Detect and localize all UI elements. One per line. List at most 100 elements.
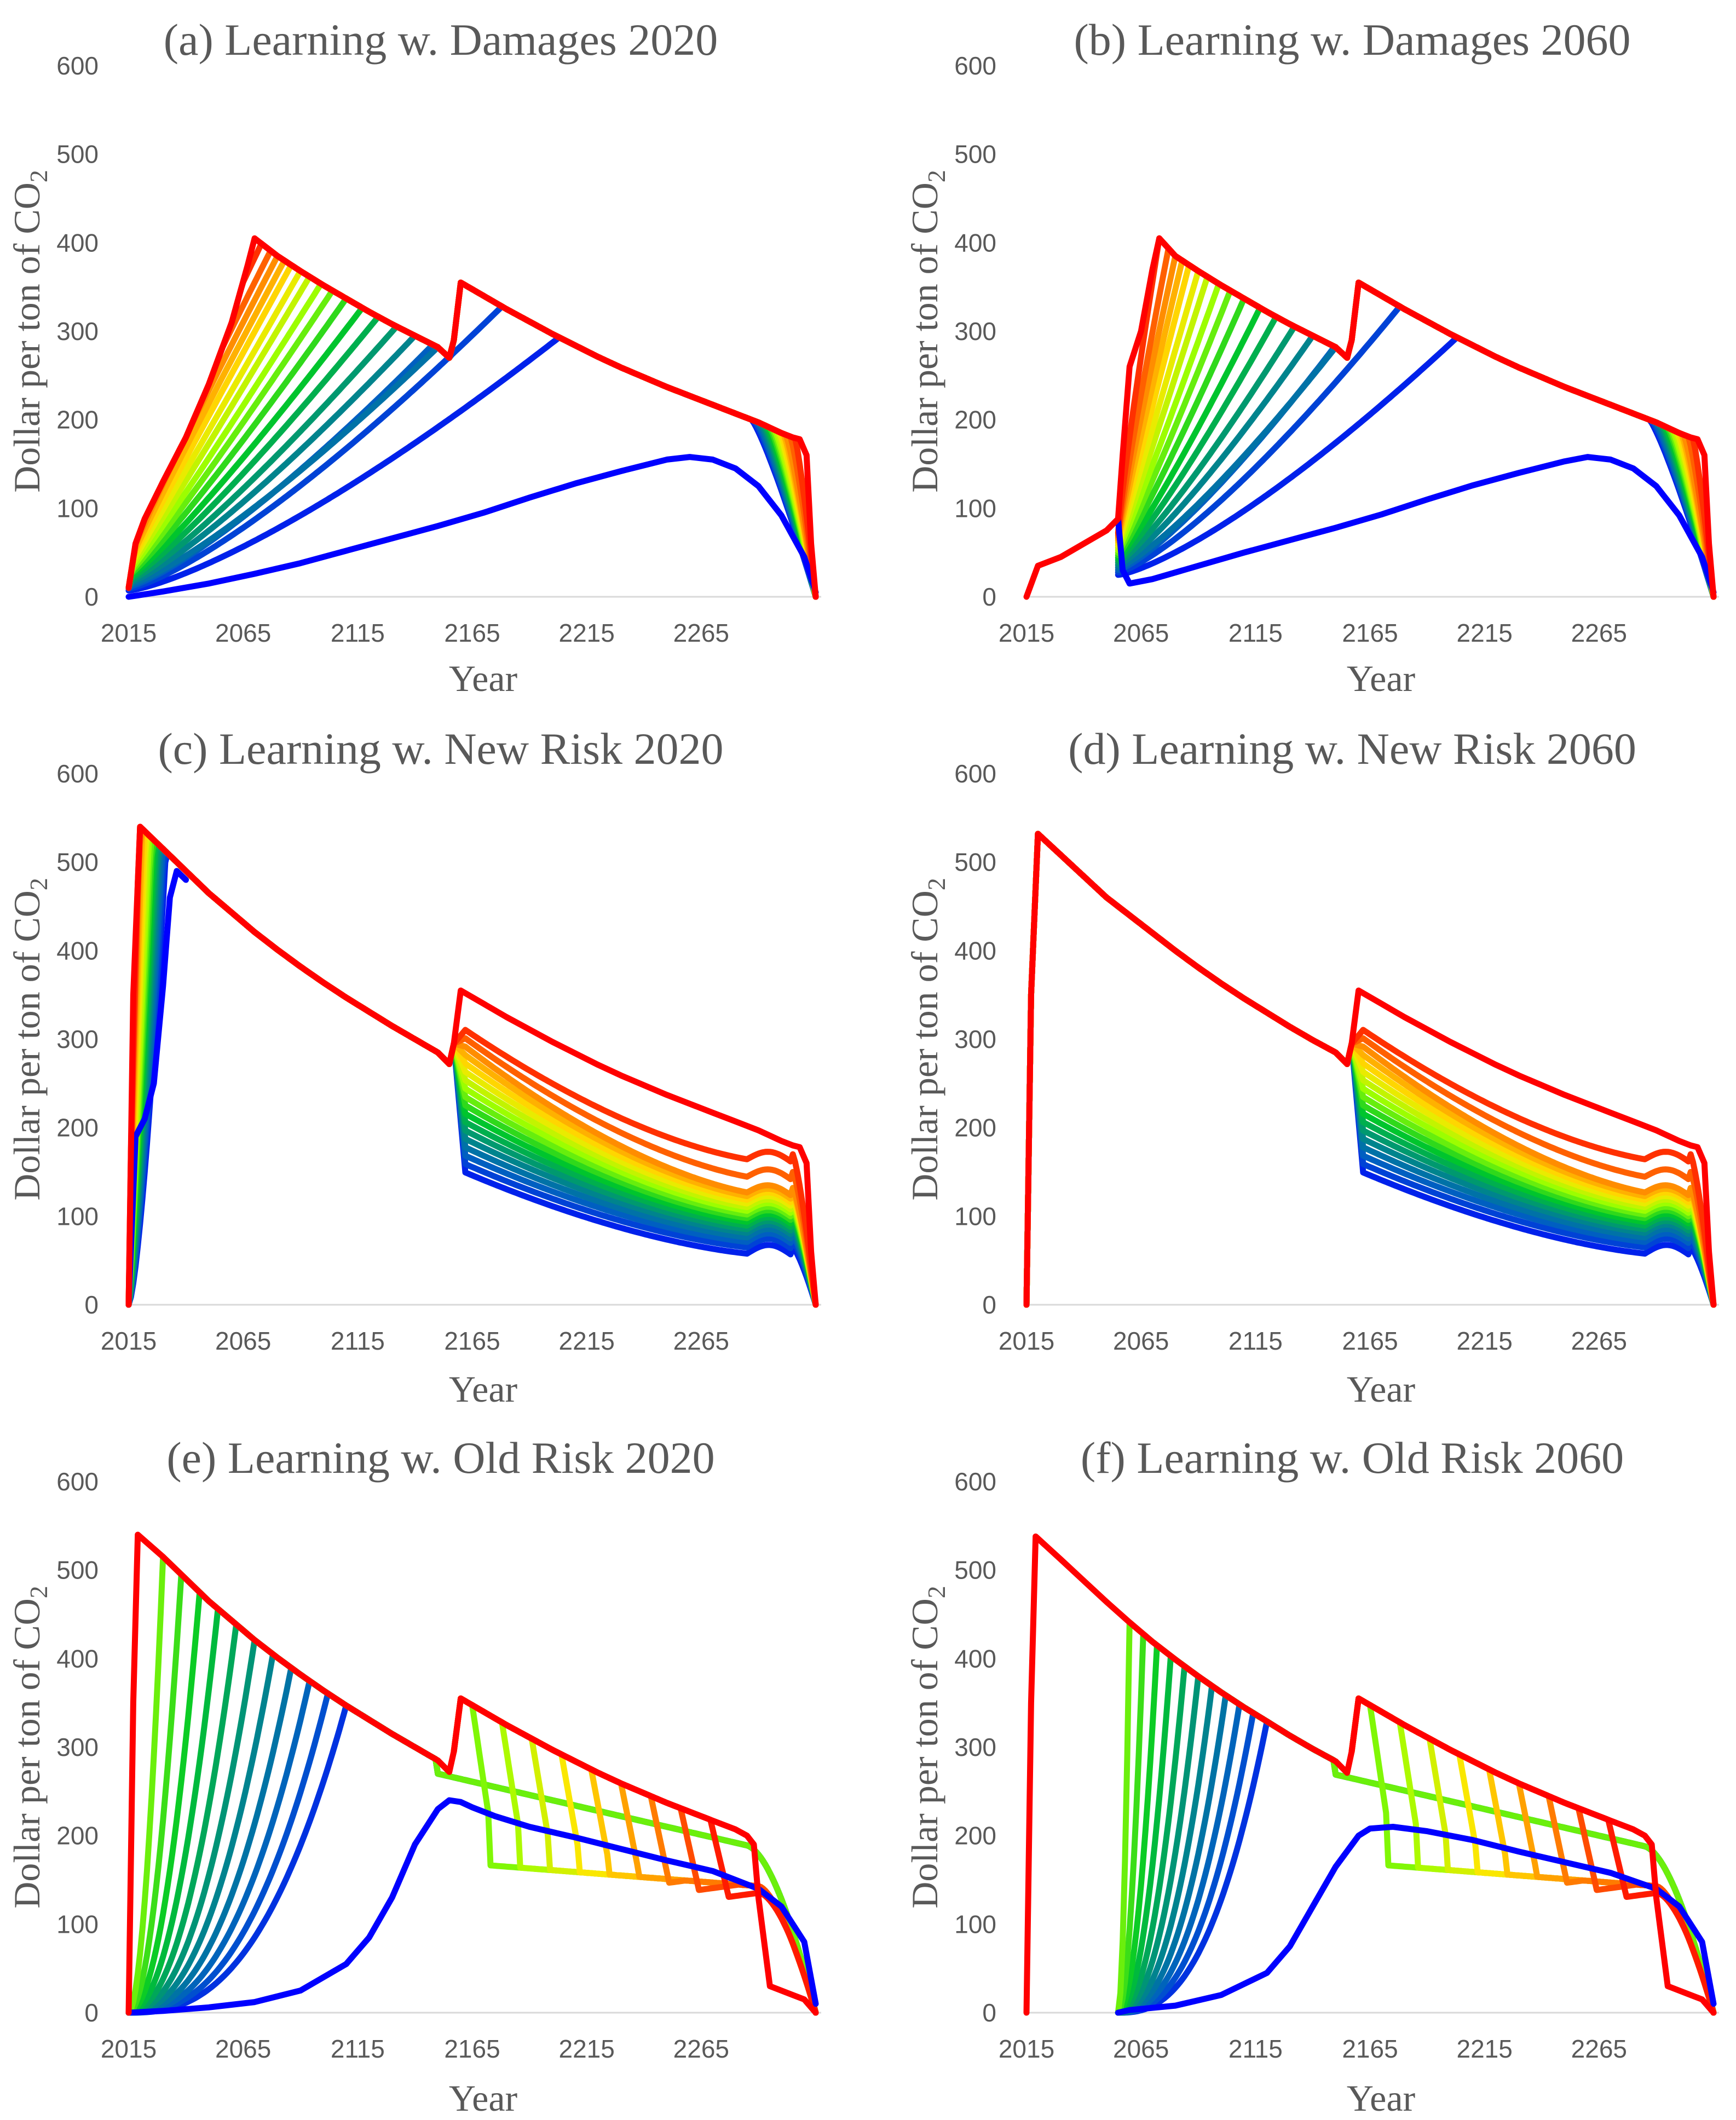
chart-d-xlabel: Year bbox=[1347, 1368, 1416, 1410]
chart-e-ylabel-main: Dollar per ton of CO bbox=[6, 1598, 48, 1909]
chart-e-ylabel: Dollar per ton of CO2 bbox=[6, 1586, 53, 1909]
chart-a-xtick: 2165 bbox=[444, 619, 500, 647]
chart-c-ytick: 200 bbox=[56, 1114, 99, 1142]
chart-d-ylabel-sub: 2 bbox=[922, 878, 950, 890]
chart-a: (a) Learning w. Damages 2020 0 100 200 300 40… bbox=[6, 15, 821, 699]
chart-c-xtick: 2015 bbox=[101, 1327, 157, 1355]
chart-d-xtick: 2065 bbox=[1113, 1327, 1169, 1355]
chart-b-xtick: 2215 bbox=[1456, 619, 1512, 647]
chart-b-series-line bbox=[1115, 454, 1717, 596]
chart-f-xtick: 2115 bbox=[1229, 2035, 1283, 2063]
chart-a-ytick: 100 bbox=[56, 494, 99, 522]
chart-a-ylabel-sub: 2 bbox=[25, 170, 53, 182]
chart-c-xtick: 2215 bbox=[558, 1327, 614, 1355]
chart-d-ytick: 200 bbox=[954, 1114, 996, 1142]
chart-c-xtick: 2265 bbox=[673, 1327, 729, 1355]
chart-d-ytick: 100 bbox=[954, 1202, 996, 1230]
chart-b-ytick: 400 bbox=[954, 228, 996, 257]
chart-e-xlabel: Year bbox=[449, 2077, 518, 2119]
chart-a-series-line bbox=[125, 235, 819, 600]
chart-c-xtick: 2065 bbox=[215, 1327, 271, 1355]
chart-e: (e) Learning w. Old Risk 2020 0 100 200 300 4… bbox=[6, 1433, 821, 2119]
chart-a-title: (a) Learning w. Damages 2020 bbox=[164, 15, 718, 65]
chart-d-title: (d) Learning w. New Risk 2060 bbox=[1068, 724, 1636, 774]
chart-d-xtick: 2215 bbox=[1456, 1327, 1512, 1355]
chart-b-plot-area bbox=[1023, 235, 1717, 600]
chart-d-ytick: 600 bbox=[954, 759, 996, 788]
chart-e-ytick: 200 bbox=[56, 1822, 99, 1850]
chart-f-ytick: 100 bbox=[954, 1910, 996, 1938]
chart-a-xtick: 2015 bbox=[101, 619, 157, 647]
chart-e-xtick: 2165 bbox=[444, 2035, 500, 2063]
chart-f-plot-area bbox=[1023, 1533, 1717, 2016]
chart-a-xtick: 2215 bbox=[558, 619, 614, 647]
chart-c-ytick: 400 bbox=[56, 936, 99, 965]
chart-e-xtick: 2065 bbox=[215, 2035, 271, 2063]
chart-b-ylabel-sub: 2 bbox=[922, 170, 950, 182]
chart-f: (f) Learning w. Old Risk 2060 0 100 200 300 4… bbox=[904, 1433, 1719, 2119]
chart-c-ylabel-main: Dollar per ton of CO bbox=[6, 890, 48, 1201]
chart-d-plot-area bbox=[1023, 831, 1717, 1308]
chart-a-ylabel-main: Dollar per ton of CO bbox=[6, 182, 48, 493]
chart-d-ytick: 0 bbox=[982, 1291, 996, 1319]
chart-c-ytick: 300 bbox=[56, 1025, 99, 1053]
chart-c-series-line bbox=[125, 868, 189, 1308]
chart-c-ytick: 0 bbox=[84, 1291, 99, 1319]
chart-a-ytick: 600 bbox=[56, 51, 99, 80]
chart-a-ytick: 400 bbox=[56, 228, 99, 257]
chart-c-ytick: 100 bbox=[56, 1202, 99, 1230]
chart-e-series-line bbox=[125, 1797, 819, 2016]
chart-e-ytick: 300 bbox=[56, 1733, 99, 1761]
chart-f-ytick: 0 bbox=[982, 1998, 996, 2027]
chart-e-title: (e) Learning w. Old Risk 2020 bbox=[166, 1433, 714, 1483]
chart-b-ytick: 0 bbox=[982, 583, 996, 611]
chart-d-xtick: 2265 bbox=[1571, 1327, 1627, 1355]
chart-e-xtick: 2265 bbox=[673, 2035, 729, 2063]
chart-c-xlabel: Year bbox=[449, 1368, 518, 1410]
chart-f-xtick: 2165 bbox=[1342, 2035, 1398, 2063]
chart-f-xtick: 2265 bbox=[1571, 2035, 1627, 2063]
chart-b-xlabel: Year bbox=[1347, 658, 1416, 699]
chart-c: (c) Learning w. New Risk 2020 0 100 200 300 4… bbox=[6, 724, 821, 1410]
chart-d-ylabel-main: Dollar per ton of CO bbox=[904, 890, 945, 1201]
chart-f-ytick: 200 bbox=[954, 1822, 996, 1850]
chart-e-ytick: 600 bbox=[56, 1467, 99, 1496]
chart-b-ylabel-main: Dollar per ton of CO bbox=[904, 182, 945, 493]
chart-f-ylabel-main: Dollar per ton of CO bbox=[904, 1598, 945, 1909]
chart-f-series-line bbox=[1115, 1824, 1717, 2016]
chart-a-series-line bbox=[125, 454, 819, 600]
chart-a-ytick: 500 bbox=[56, 140, 99, 169]
chart-f-ytick: 600 bbox=[954, 1467, 996, 1496]
chart-a-ytick: 0 bbox=[84, 583, 99, 611]
chart-b: (b) Learning w. Damages 2060 0 100 200 300 40… bbox=[904, 15, 1719, 699]
chart-d-xtick: 2015 bbox=[999, 1327, 1054, 1355]
chart-a-xtick: 2115 bbox=[331, 619, 385, 647]
chart-f-ytick: 300 bbox=[954, 1733, 996, 1761]
chart-f-ylabel: Dollar per ton of CO2 bbox=[904, 1586, 950, 1909]
chart-c-xtick: 2115 bbox=[331, 1327, 385, 1355]
chart-b-xtick: 2165 bbox=[1342, 619, 1398, 647]
chart-f-series-line bbox=[1023, 1533, 1717, 2016]
chart-e-ytick: 100 bbox=[56, 1910, 99, 1938]
chart-d-xtick: 2115 bbox=[1229, 1327, 1283, 1355]
chart-b-ytick: 100 bbox=[954, 494, 996, 522]
chart-b-ytick: 600 bbox=[954, 51, 996, 80]
chart-e-ytick: 500 bbox=[56, 1556, 99, 1585]
chart-b-xtick: 2115 bbox=[1229, 619, 1283, 647]
chart-a-plot-area bbox=[125, 235, 819, 600]
chart-c-plot-area bbox=[125, 823, 819, 1308]
chart-d-ytick: 300 bbox=[954, 1025, 996, 1053]
chart-a-xtick: 2265 bbox=[673, 619, 729, 647]
chart-b-ylabel: Dollar per ton of CO2 bbox=[904, 170, 950, 493]
chart-f-ytick: 500 bbox=[954, 1556, 996, 1585]
chart-f-xtick: 2015 bbox=[999, 2035, 1054, 2063]
chart-c-ytick: 500 bbox=[56, 848, 99, 877]
chart-d-ytick: 400 bbox=[954, 936, 996, 965]
chart-f-xtick: 2215 bbox=[1456, 2035, 1512, 2063]
chart-b-ytick: 300 bbox=[954, 317, 996, 345]
chart-a-xtick: 2065 bbox=[215, 619, 271, 647]
chart-d: (d) Learning w. New Risk 2060 0 100 200 300 4… bbox=[904, 724, 1719, 1410]
chart-d-series-line bbox=[1023, 831, 1717, 1308]
chart-b-xtick: 2015 bbox=[999, 619, 1054, 647]
